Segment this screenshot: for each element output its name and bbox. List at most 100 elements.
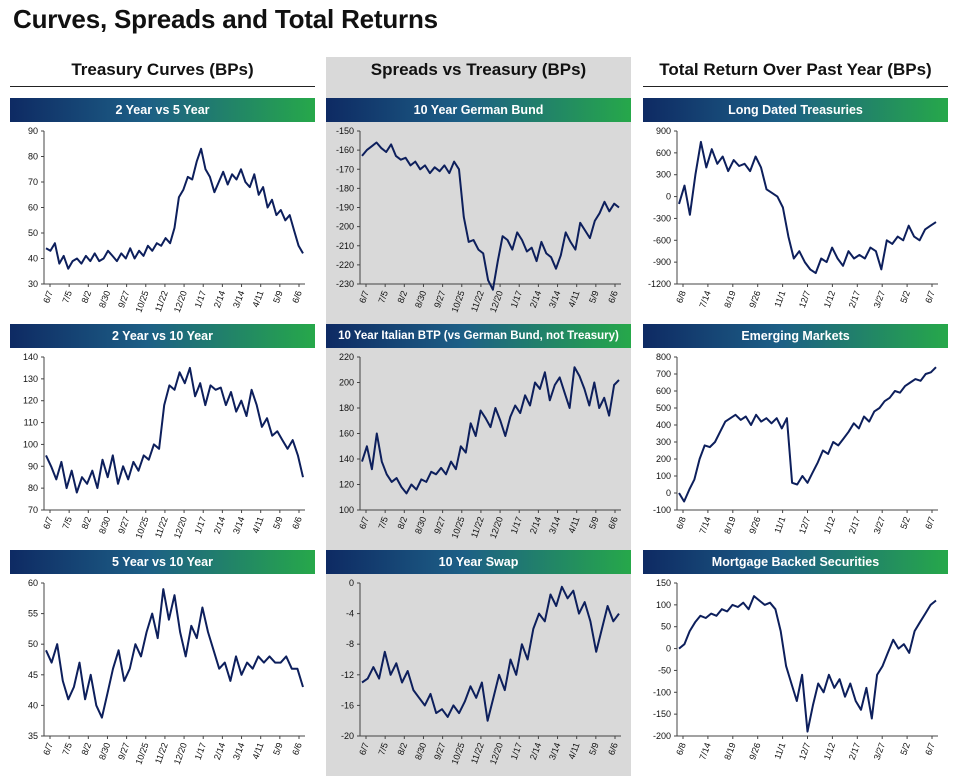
line-chart: 30 40 50 60 70 80 90 6/7 7/5 8/2 8/30 9/27 10/25 11/2… — [28, 126, 305, 314]
x-tick-label: 10/25 — [450, 741, 467, 766]
y-tick-label: 120 — [23, 396, 38, 406]
y-tick-label: -600 — [653, 235, 671, 245]
line-chart: 0 -4 -8 -12 -16 -206/7 7/5 8/2 8/30 9/27 10/25 11/2… — [341, 578, 621, 766]
chart-panel: Emerging Markets 800 700 600 500 400 300 200 10… — [643, 324, 948, 549]
x-tick-label: 8/2 — [396, 289, 410, 304]
x-tick-label: 5/9 — [587, 289, 601, 304]
y-tick-label: 60 — [28, 578, 38, 588]
x-tick-label: 3/14 — [231, 289, 246, 309]
chart-panel: 10 Year Swap 0 -4 -8 -12 -16 -20 6/7 7/5 8/2 8/30… — [326, 550, 631, 775]
x-tick-label: 3/14 — [547, 515, 562, 535]
x-tick-label: 8/19 — [722, 289, 737, 309]
y-tick-label: 70 — [28, 505, 38, 515]
x-tick-label: 12/20 — [172, 289, 189, 314]
x-tick-label: 12/20 — [172, 515, 189, 540]
x-tick-label: 5/2 — [898, 289, 912, 304]
y-tick-label: -1200 — [648, 279, 671, 289]
x-tick-label: 6/8 — [674, 515, 688, 530]
x-tick-label: 2/17 — [847, 289, 862, 309]
chart-title: 5 Year vs 10 Year — [10, 550, 315, 574]
series-line — [678, 366, 937, 503]
y-tick-label: 130 — [23, 374, 38, 384]
x-tick-label: 2/14 — [528, 515, 543, 535]
column-divider — [643, 86, 948, 87]
x-tick-label: 11/1 — [772, 289, 787, 308]
x-tick-label: 10/25 — [134, 515, 151, 540]
x-tick-label: 3/14 — [231, 741, 246, 761]
x-tick-label: 2/14 — [212, 289, 227, 309]
x-tick-label: 5/9 — [587, 515, 601, 530]
x-tick-label: 12/20 — [488, 289, 505, 314]
x-tick-label: 3/14 — [231, 515, 246, 535]
x-tick-label: 12/20 — [488, 515, 505, 540]
x-tick-label: 4/11 — [566, 741, 581, 760]
x-tick-label: 5/2 — [898, 741, 912, 756]
chart-title: 2 Year vs 5 Year — [10, 98, 315, 122]
chart-title: Long Dated Treasuries — [643, 98, 948, 122]
x-tick-label: 5/9 — [587, 741, 601, 756]
x-tick-label: 11/22 — [469, 515, 486, 539]
y-tick-label: 800 — [656, 352, 671, 362]
y-tick-label: 0 — [666, 644, 671, 654]
x-tick-label: 12/20 — [172, 741, 189, 766]
chart-panel: Mortgage Backed Securities 150 100 50 0 -50 -… — [643, 550, 948, 775]
x-tick-label: 8/30 — [413, 515, 428, 535]
x-tick-label: 11/1 — [772, 515, 787, 534]
x-tick-label: 2/14 — [212, 515, 227, 535]
chart-panel: 2 Year vs 10 Year 70 80 90 100 110 120 130 140 6… — [10, 324, 315, 549]
x-tick-label: 8/30 — [413, 741, 428, 761]
x-tick-label: 9/26 — [747, 741, 762, 761]
x-tick-label: 8/2 — [396, 741, 410, 756]
x-tick-label: 1/12 — [822, 289, 837, 309]
series-line — [361, 141, 620, 291]
y-tick-label: 100 — [23, 439, 38, 449]
x-tick-label: 4/11 — [566, 289, 581, 308]
y-tick-label: 35 — [28, 731, 38, 741]
y-tick-label: -170 — [336, 164, 354, 174]
column-heading-total-return: Total Return Over Past Year (BPs) — [659, 60, 932, 79]
series-line — [45, 588, 304, 719]
x-tick-label: 9/27 — [116, 741, 131, 761]
x-tick-label: 7/5 — [376, 741, 390, 756]
y-tick-label: -220 — [336, 260, 354, 270]
x-tick-label: 10/25 — [450, 515, 467, 540]
x-tick-label: 7/14 — [697, 289, 712, 309]
y-tick-label: 80 — [28, 483, 38, 493]
x-tick-label: 8/2 — [80, 741, 94, 756]
series-line — [45, 147, 304, 270]
x-tick-label: 11/1 — [772, 741, 787, 760]
y-tick-label: 100 — [656, 471, 671, 481]
x-tick-label: 1/17 — [509, 741, 524, 761]
y-tick-label: 90 — [28, 126, 38, 136]
x-tick-label: 8/30 — [97, 515, 112, 535]
x-tick-label: 6/8 — [674, 741, 688, 756]
column-heading-treasury-curves: Treasury Curves (BPs) — [71, 60, 254, 79]
y-tick-label: -200 — [653, 731, 671, 741]
x-tick-label: 7/5 — [60, 741, 74, 756]
x-tick-label: 8/30 — [97, 289, 112, 309]
y-tick-label: 140 — [23, 352, 38, 362]
y-tick-label: 50 — [28, 228, 38, 238]
y-tick-label: 0 — [666, 488, 671, 498]
x-tick-label: 11/22 — [153, 515, 170, 539]
x-tick-label: 9/27 — [432, 515, 447, 535]
x-tick-label: 6/7 — [357, 741, 371, 756]
x-tick-label: 6/6 — [606, 741, 620, 756]
x-tick-label: 4/11 — [250, 289, 265, 308]
y-tick-label: 70 — [28, 177, 38, 187]
x-tick-label: 11/22 — [469, 741, 486, 765]
x-tick-label: 7/5 — [60, 289, 74, 304]
y-tick-label: 600 — [656, 148, 671, 158]
y-tick-label: -100 — [653, 687, 671, 697]
x-tick-label: 11/22 — [469, 289, 486, 313]
y-tick-label: 40 — [28, 254, 38, 264]
line-chart: 70 80 90 100 110 120 130 140 6/7 7/5 8/2 8/30 9/27 10… — [23, 352, 305, 540]
chart-title: Emerging Markets — [643, 324, 948, 348]
y-tick-label: -4 — [346, 609, 354, 619]
x-tick-label: 4/11 — [566, 515, 581, 534]
chart-title: 10 Year Italian BTP (vs German Bund, not… — [326, 324, 631, 348]
y-tick-label: -12 — [341, 670, 354, 680]
x-tick-label: 7/5 — [60, 515, 74, 530]
